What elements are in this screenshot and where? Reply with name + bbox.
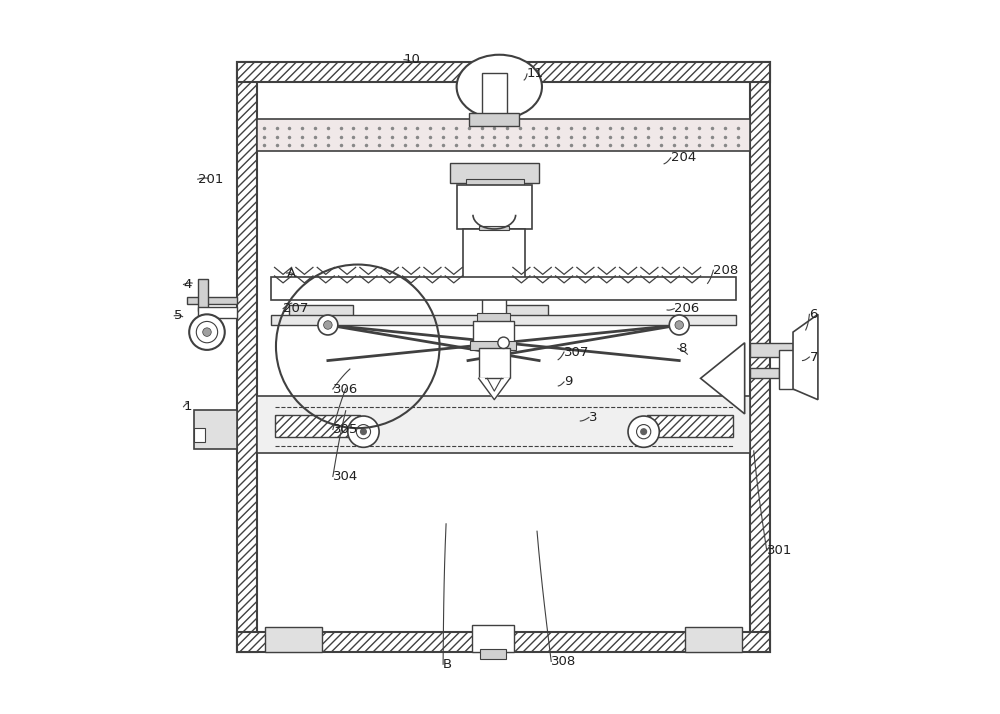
Bar — [289, 305, 353, 318]
Bar — [479, 348, 510, 378]
Polygon shape — [479, 378, 510, 400]
Text: 305: 305 — [333, 423, 358, 436]
Text: 206: 206 — [674, 302, 699, 315]
Text: 3: 3 — [589, 411, 597, 424]
Text: 10: 10 — [404, 54, 421, 66]
Text: 4: 4 — [184, 278, 192, 291]
Bar — [198, 307, 237, 318]
Bar — [194, 428, 205, 443]
Bar — [463, 229, 525, 287]
Circle shape — [189, 314, 225, 350]
Bar — [257, 396, 750, 453]
Text: 9: 9 — [564, 376, 572, 388]
Text: 6: 6 — [809, 308, 818, 321]
Bar — [472, 625, 514, 652]
Circle shape — [318, 315, 338, 335]
Bar — [198, 278, 208, 311]
Circle shape — [498, 337, 509, 348]
Bar — [779, 350, 800, 389]
Circle shape — [637, 425, 651, 439]
Bar — [473, 321, 514, 344]
Circle shape — [669, 315, 689, 335]
Text: 8: 8 — [678, 342, 686, 355]
Bar — [265, 628, 322, 652]
Text: 306: 306 — [333, 383, 358, 396]
Bar — [479, 226, 509, 231]
Bar — [482, 287, 506, 316]
Bar — [257, 119, 750, 151]
Text: 208: 208 — [713, 263, 739, 277]
Bar — [237, 62, 257, 652]
Bar — [450, 163, 539, 183]
Text: 207: 207 — [283, 302, 308, 315]
Bar — [187, 296, 237, 303]
Circle shape — [203, 328, 211, 336]
Bar — [482, 73, 507, 119]
Circle shape — [641, 429, 647, 435]
Bar — [466, 179, 524, 186]
Text: 11: 11 — [527, 67, 544, 81]
Text: B: B — [443, 658, 452, 670]
Text: A: A — [287, 266, 296, 280]
Text: 308: 308 — [551, 655, 576, 668]
Ellipse shape — [457, 55, 542, 119]
Circle shape — [348, 416, 379, 448]
Bar — [480, 648, 506, 659]
Polygon shape — [701, 343, 745, 414]
Circle shape — [324, 321, 332, 329]
Text: 5: 5 — [174, 309, 183, 322]
Bar — [194, 411, 237, 449]
Bar — [237, 62, 770, 82]
Bar — [457, 185, 532, 229]
Text: 201: 201 — [198, 173, 223, 186]
Text: 307: 307 — [564, 346, 589, 358]
Bar — [750, 343, 793, 357]
Bar — [477, 313, 510, 323]
Text: 204: 204 — [671, 151, 696, 164]
Circle shape — [361, 429, 366, 435]
Bar — [470, 341, 516, 350]
Bar — [271, 277, 736, 300]
Bar — [750, 62, 770, 652]
Bar — [275, 415, 360, 438]
Text: 304: 304 — [333, 470, 358, 483]
Circle shape — [628, 416, 659, 448]
Text: 7: 7 — [809, 351, 818, 363]
Polygon shape — [793, 314, 818, 400]
Text: 1: 1 — [184, 401, 192, 413]
Circle shape — [675, 321, 683, 329]
Text: 301: 301 — [767, 544, 792, 557]
Bar — [484, 305, 548, 318]
Circle shape — [196, 321, 218, 343]
Bar — [237, 632, 770, 652]
Circle shape — [356, 425, 371, 439]
Bar — [271, 315, 736, 325]
Bar — [685, 628, 742, 652]
Bar — [647, 415, 733, 438]
Bar — [469, 113, 519, 126]
Bar — [750, 368, 779, 378]
Bar — [257, 82, 750, 632]
